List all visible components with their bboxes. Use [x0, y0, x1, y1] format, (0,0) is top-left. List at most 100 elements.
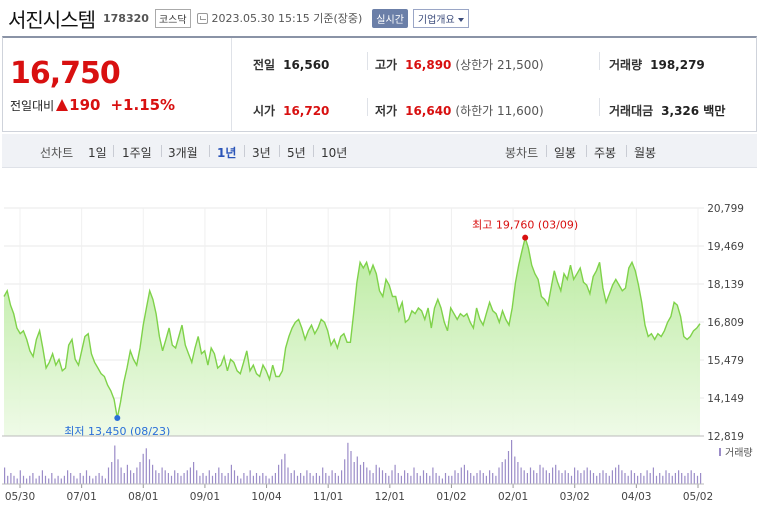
volume-bar — [67, 470, 69, 485]
volume-bar — [432, 467, 434, 484]
volume-bar — [649, 473, 651, 484]
volume-bar — [101, 475, 103, 485]
period-5y[interactable]: 5년 — [287, 146, 306, 160]
volume-legend-label: 거래량 — [725, 447, 753, 459]
volume-bar — [489, 470, 491, 485]
volume-bar — [366, 467, 368, 484]
volume-bar — [322, 467, 324, 484]
volume-bar — [177, 473, 179, 484]
volume-bar — [152, 464, 154, 485]
change-amount: 190 — [69, 96, 101, 114]
high-value: 16,890 — [405, 58, 452, 72]
volume-bar — [161, 467, 163, 484]
realtime-button[interactable]: 실시간 — [372, 8, 408, 28]
volume-bar — [363, 462, 365, 484]
volume-bar — [145, 448, 147, 485]
volume-bar — [300, 473, 302, 484]
open-price: 시가 16,720 — [253, 102, 329, 119]
volume-bar — [233, 470, 236, 485]
volume-bar — [89, 475, 91, 485]
volume-bar — [678, 470, 680, 485]
max-label: 최고 19,760 (03/09) — [472, 219, 578, 232]
volume-bar — [467, 470, 469, 485]
volume-bar — [596, 475, 598, 485]
divider — [244, 145, 245, 157]
company-name: 서진시스템 — [8, 7, 96, 32]
divider — [113, 145, 114, 157]
volume-bar — [341, 470, 343, 485]
x-axis: 05/30 07/01 08/01 09/01 10/04 11/01 12/01 01/02… — [2, 483, 713, 503]
volume-bar — [262, 473, 264, 484]
volume-bar — [35, 478, 37, 484]
volume-bar — [48, 478, 50, 484]
volume-bar — [567, 473, 569, 484]
volume-bar — [529, 467, 532, 484]
candle-monthly[interactable]: 월봉 — [634, 146, 657, 160]
candle-chart-label: 봉차트 — [505, 146, 539, 160]
period-1d[interactable]: 1일 — [88, 146, 107, 160]
prev-close-value: 16,560 — [283, 58, 330, 72]
corp-info-dropdown[interactable]: 기업개요 — [412, 8, 469, 28]
volume-bar — [312, 475, 314, 485]
volume-bar — [637, 475, 639, 485]
volume-bar — [501, 462, 503, 484]
volume-bar — [404, 470, 406, 485]
period-3y[interactable]: 3년 — [252, 146, 271, 160]
high-price: 고가 16,890 (상한가 21,500) — [375, 56, 544, 73]
candle-weekly[interactable]: 주봉 — [594, 146, 617, 160]
volume-bar — [139, 462, 141, 484]
volume-bar — [215, 473, 217, 484]
volume-bar — [416, 473, 418, 484]
period-1w[interactable]: 1주일 — [122, 146, 152, 160]
lower-limit: (하한가 11,600) — [455, 104, 544, 118]
clock-icon — [196, 12, 208, 24]
prev-close: 전일 16,560 — [253, 56, 329, 73]
volume-bar — [63, 475, 65, 485]
period-10y[interactable]: 10년 — [321, 146, 348, 160]
volume-bar — [211, 475, 214, 485]
price-chart[interactable]: 20,799 19,469 18,139 16,809 15,479 14,149 12,8… — [0, 190, 759, 517]
x-tick-label: 08/01 — [128, 491, 158, 503]
volume-bar — [485, 475, 487, 485]
volume-bar — [536, 473, 538, 484]
volume-bar — [700, 473, 702, 484]
volume-bar — [296, 475, 299, 485]
volume-bar — [507, 451, 510, 484]
y-tick-label: 15,479 — [707, 355, 744, 367]
volume-bar — [605, 473, 607, 484]
divider — [313, 145, 314, 157]
volume-bar — [19, 470, 21, 485]
volume-label: 거래량 — [609, 58, 643, 72]
volume-bar — [325, 473, 327, 484]
chart-toolbar: 선차트 1일 1주일 3개월 1년 3년 5년 10년 봉차트 일봉 주봉 월봉 — [2, 134, 757, 168]
period-3m[interactable]: 3개월 — [168, 146, 198, 160]
amount-value: 3,326 백만 — [661, 104, 726, 118]
volume-bar — [410, 475, 412, 485]
volume-bar — [681, 473, 683, 484]
period-1y[interactable]: 1년 — [217, 146, 237, 160]
candle-daily[interactable]: 일봉 — [554, 146, 577, 160]
volume-bar — [643, 475, 645, 485]
divider — [586, 145, 587, 157]
y-axis: 20,799 19,469 18,139 16,809 15,479 14,149 12,8… — [707, 203, 744, 443]
x-tick-label: 04/03 — [621, 491, 651, 503]
volume-bar — [574, 467, 576, 484]
volume-bar — [199, 475, 201, 485]
up-arrow-icon — [56, 99, 69, 111]
volume-bar — [318, 475, 321, 485]
volume-bar — [640, 473, 642, 484]
volume-bar — [193, 462, 195, 484]
quote-timestamp: 2023.05.30 15:15 기준(장중) — [211, 12, 363, 25]
volume-bar — [180, 475, 182, 485]
volume-bar — [309, 473, 311, 484]
volume-bar — [552, 467, 554, 484]
volume-bar — [158, 473, 160, 484]
volume-bar — [504, 459, 506, 485]
x-tick-label: 02/01 — [498, 491, 528, 503]
volume-bar — [589, 470, 591, 485]
volume-bar — [98, 473, 100, 484]
volume-bar — [95, 475, 97, 485]
volume-bar — [167, 473, 169, 484]
volume-bar — [671, 475, 673, 485]
volume-bar — [303, 475, 305, 485]
